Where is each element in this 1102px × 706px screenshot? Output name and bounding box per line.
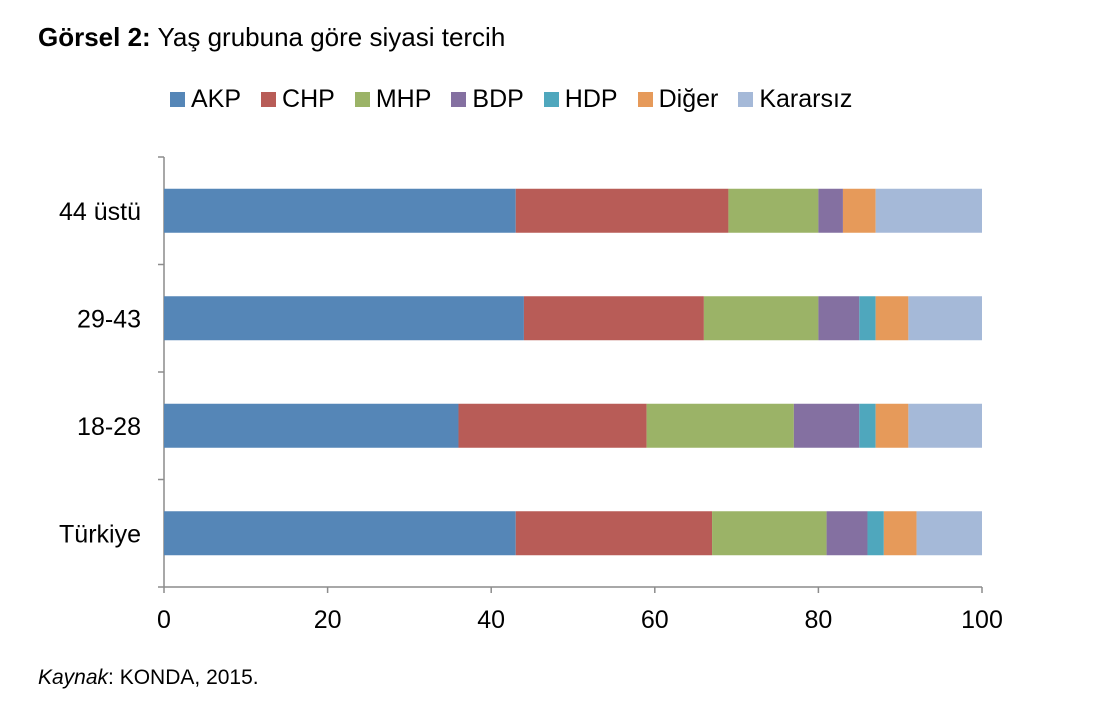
bar-chp-29-43 — [523, 296, 704, 341]
legend-swatch-hdp — [543, 91, 559, 107]
bar-bdp-44-ustu — [818, 188, 843, 233]
x-tick-label: 40 — [477, 606, 505, 634]
source-label: Kaynak — [38, 666, 109, 689]
legend-item-bdp: BDP — [451, 84, 524, 114]
legend-swatch-akp — [170, 91, 185, 107]
bar-chp-18-28 — [458, 403, 647, 448]
bar-kararsiz-29-43 — [908, 296, 982, 341]
y-tick-label: 29-43 — [77, 305, 141, 333]
bar-kararsiz-18-28 — [908, 403, 982, 448]
bar-chp-turkiye — [515, 511, 713, 556]
bar-bdp-turkiye — [826, 511, 868, 556]
chart-title: Görsel 2: Yaş grubuna göre siyasi tercih — [38, 22, 505, 53]
bar-akp-turkiye — [164, 511, 516, 556]
bar-bdp-18-28 — [793, 403, 860, 448]
legend-label-chp: CHP — [282, 84, 335, 113]
legend-label-diger: Diğer — [658, 84, 719, 113]
legend-item-kararsiz: Kararsız — [738, 85, 852, 114]
bar-diger-turkiye — [883, 511, 917, 556]
legend-label-bdp: BDP — [472, 84, 524, 113]
x-tick-label: 100 — [961, 606, 1003, 634]
chart-legend: AKP CHP MHP BDP HDP Diğer Kararsız — [170, 84, 872, 114]
bar-diger-18-28 — [875, 403, 909, 448]
legend-item-hdp: HDP — [543, 84, 618, 114]
legend-label-akp: AKP — [191, 84, 242, 113]
legend-swatch-bdp — [451, 91, 467, 107]
y-tick-label: 18-28 — [77, 413, 141, 441]
y-tick-label: 44 üstü — [59, 198, 141, 226]
bar-hdp-29-43 — [859, 296, 876, 341]
legend-label-kararsiz: Kararsız — [759, 84, 853, 113]
bar-hdp-turkiye — [867, 511, 884, 556]
bar-mhp-turkiye — [712, 511, 827, 556]
bar-diger-44-ustu — [842, 188, 876, 233]
x-tick-label: 0 — [157, 606, 171, 634]
figure-label: Görsel 2: — [38, 22, 151, 52]
legend-swatch-kararsiz — [738, 91, 754, 107]
figure-caption: Yaş grubuna göre siyasi tercih — [157, 22, 506, 52]
legend-label-mhp: MHP — [375, 84, 432, 113]
x-tick-label: 80 — [804, 606, 832, 634]
legend-item-mhp: MHP — [354, 84, 432, 114]
x-tick-label: 20 — [314, 606, 342, 634]
legend-swatch-chp — [261, 91, 277, 107]
bar-chp-44-ustu — [515, 188, 729, 233]
bar-mhp-29-43 — [703, 296, 819, 341]
bar-akp-44-ustu — [164, 188, 516, 233]
bar-kararsiz-44-ustu — [875, 188, 982, 233]
bar-mhp-44-ustu — [728, 188, 819, 233]
legend-item-chp: CHP — [261, 85, 335, 114]
x-tick-label: 60 — [641, 606, 669, 634]
bar-diger-29-43 — [875, 296, 909, 341]
y-tick-label: Türkiye — [59, 520, 141, 548]
legend-item-akp: AKP — [170, 85, 241, 114]
bar-akp-29-43 — [164, 296, 524, 341]
legend-swatch-mhp — [354, 91, 370, 107]
legend-item-diger: Diğer — [637, 84, 719, 114]
legend-swatch-diger — [637, 91, 653, 107]
bar-hdp-18-28 — [859, 403, 876, 448]
bar-kararsiz-turkiye — [916, 511, 982, 556]
bar-akp-18-28 — [164, 403, 459, 448]
legend-label-hdp: HDP — [564, 84, 618, 113]
bar-bdp-29-43 — [818, 296, 860, 341]
source-note: Kaynak: KONDA, 2015. — [38, 666, 259, 690]
bar-mhp-18-28 — [646, 403, 794, 448]
source-text: : KONDA, 2015. — [108, 666, 259, 689]
